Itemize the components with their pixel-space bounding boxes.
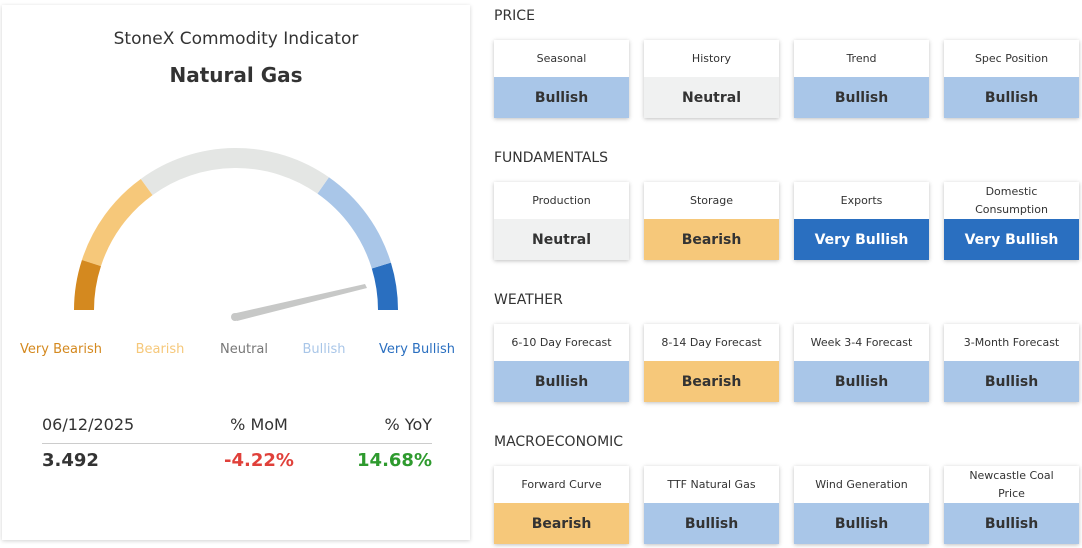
section-title: FUNDAMENTALS (494, 150, 609, 166)
gauge-segment (74, 259, 102, 311)
card-label: Trend (846, 51, 877, 65)
card-label: Exports (840, 193, 883, 207)
gauge-label: Very Bearish (20, 342, 102, 357)
gauge-label: Neutral (220, 342, 268, 357)
card-label: 3-Month Forecast (963, 335, 1060, 349)
commodity: Natural Gas (169, 63, 303, 87)
table-header: % YoY (384, 415, 433, 434)
card-status: Bearish (494, 503, 629, 544)
card-status: Bullish (494, 77, 629, 118)
card-status: Bullish (944, 77, 1079, 118)
table-value: 3.492 (42, 450, 99, 471)
card-status: Bullish (944, 503, 1079, 544)
card-label: Production (532, 193, 591, 207)
card-label: Storage (689, 193, 734, 207)
indicator-card: Domestic Consumption Very Bullish (944, 182, 1079, 260)
card-status: Bullish (644, 503, 779, 544)
card-label: 8-14 Day Forecast (661, 335, 762, 349)
title: StoneX Commodity Indicator (113, 29, 359, 49)
gauge-segment (371, 262, 398, 311)
gauge-label: Bullish (302, 342, 346, 357)
card-label: Newcastle Coal Price (969, 468, 1054, 500)
card-status: Bullish (794, 77, 929, 118)
indicator-card: Production Neutral (494, 182, 629, 260)
section-title: PRICE (494, 8, 535, 24)
gauge-segment (140, 148, 329, 196)
indicator-card: Newcastle Coal Price Bullish (944, 466, 1079, 544)
card-label: TTF Natural Gas (667, 477, 756, 491)
card-label: Spec Position (974, 51, 1049, 65)
card-label: Forward Curve (521, 477, 602, 491)
indicator-card: 8-14 Day Forecast Bearish (644, 324, 779, 402)
indicator-card: History Neutral (644, 40, 779, 118)
indicator-card: Exports Very Bullish (794, 182, 929, 260)
card-status: Bullish (794, 503, 929, 544)
card-status: Bearish (644, 219, 779, 260)
indicator-card: Seasonal Bullish (494, 40, 629, 118)
indicator-card: Wind Generation Bullish (794, 466, 929, 544)
card-label: Domestic Consumption (975, 184, 1048, 216)
card-status: Very Bullish (794, 219, 929, 260)
indicator-card: 3-Month Forecast Bullish (944, 324, 1079, 402)
card-label: Wind Generation (815, 477, 908, 491)
gauge-label: Bearish (135, 342, 185, 357)
indicator-card: Week 3-4 Forecast Bullish (794, 324, 929, 402)
card-status: Neutral (494, 219, 629, 260)
card-status: Bullish (494, 361, 629, 402)
section-title: MACROECONOMIC (494, 434, 624, 450)
gauge (74, 148, 398, 321)
indicator-card: 6-10 Day Forecast Bullish (494, 324, 629, 402)
indicator-card: Spec Position Bullish (944, 40, 1079, 118)
card-status: Very Bullish (944, 219, 1079, 260)
gauge-label: Very Bullish (378, 342, 456, 357)
indicator-panel: StoneX Commodity Indicator Natural Gas V… (2, 5, 470, 540)
table-header: % MoM (230, 415, 288, 434)
card-label: 6-10 Day Forecast (511, 335, 612, 349)
card-status: Bearish (644, 361, 779, 402)
card-label: Seasonal (536, 51, 587, 65)
card-label: History (691, 51, 732, 65)
indicator-card: Forward Curve Bearish (494, 466, 629, 544)
indicator-card: Storage Bearish (644, 182, 779, 260)
indicator-card: Trend Bullish (794, 40, 929, 118)
section-title: WEATHER (494, 292, 563, 308)
card-label: Week 3-4 Forecast (810, 335, 913, 349)
card-status: Bullish (794, 361, 929, 402)
needle-hub (231, 313, 239, 321)
table-header: 06/12/2025 (42, 415, 135, 434)
table-value: 14.68% (357, 450, 432, 471)
card-status: Neutral (644, 77, 779, 118)
divider (42, 443, 432, 444)
gauge-segment (81, 178, 153, 267)
indicator-card: TTF Natural Gas Bullish (644, 466, 779, 544)
table-value: -4.22% (224, 450, 294, 471)
gauge-segment (317, 177, 391, 269)
card-status: Bullish (944, 361, 1079, 402)
needle (232, 284, 367, 321)
